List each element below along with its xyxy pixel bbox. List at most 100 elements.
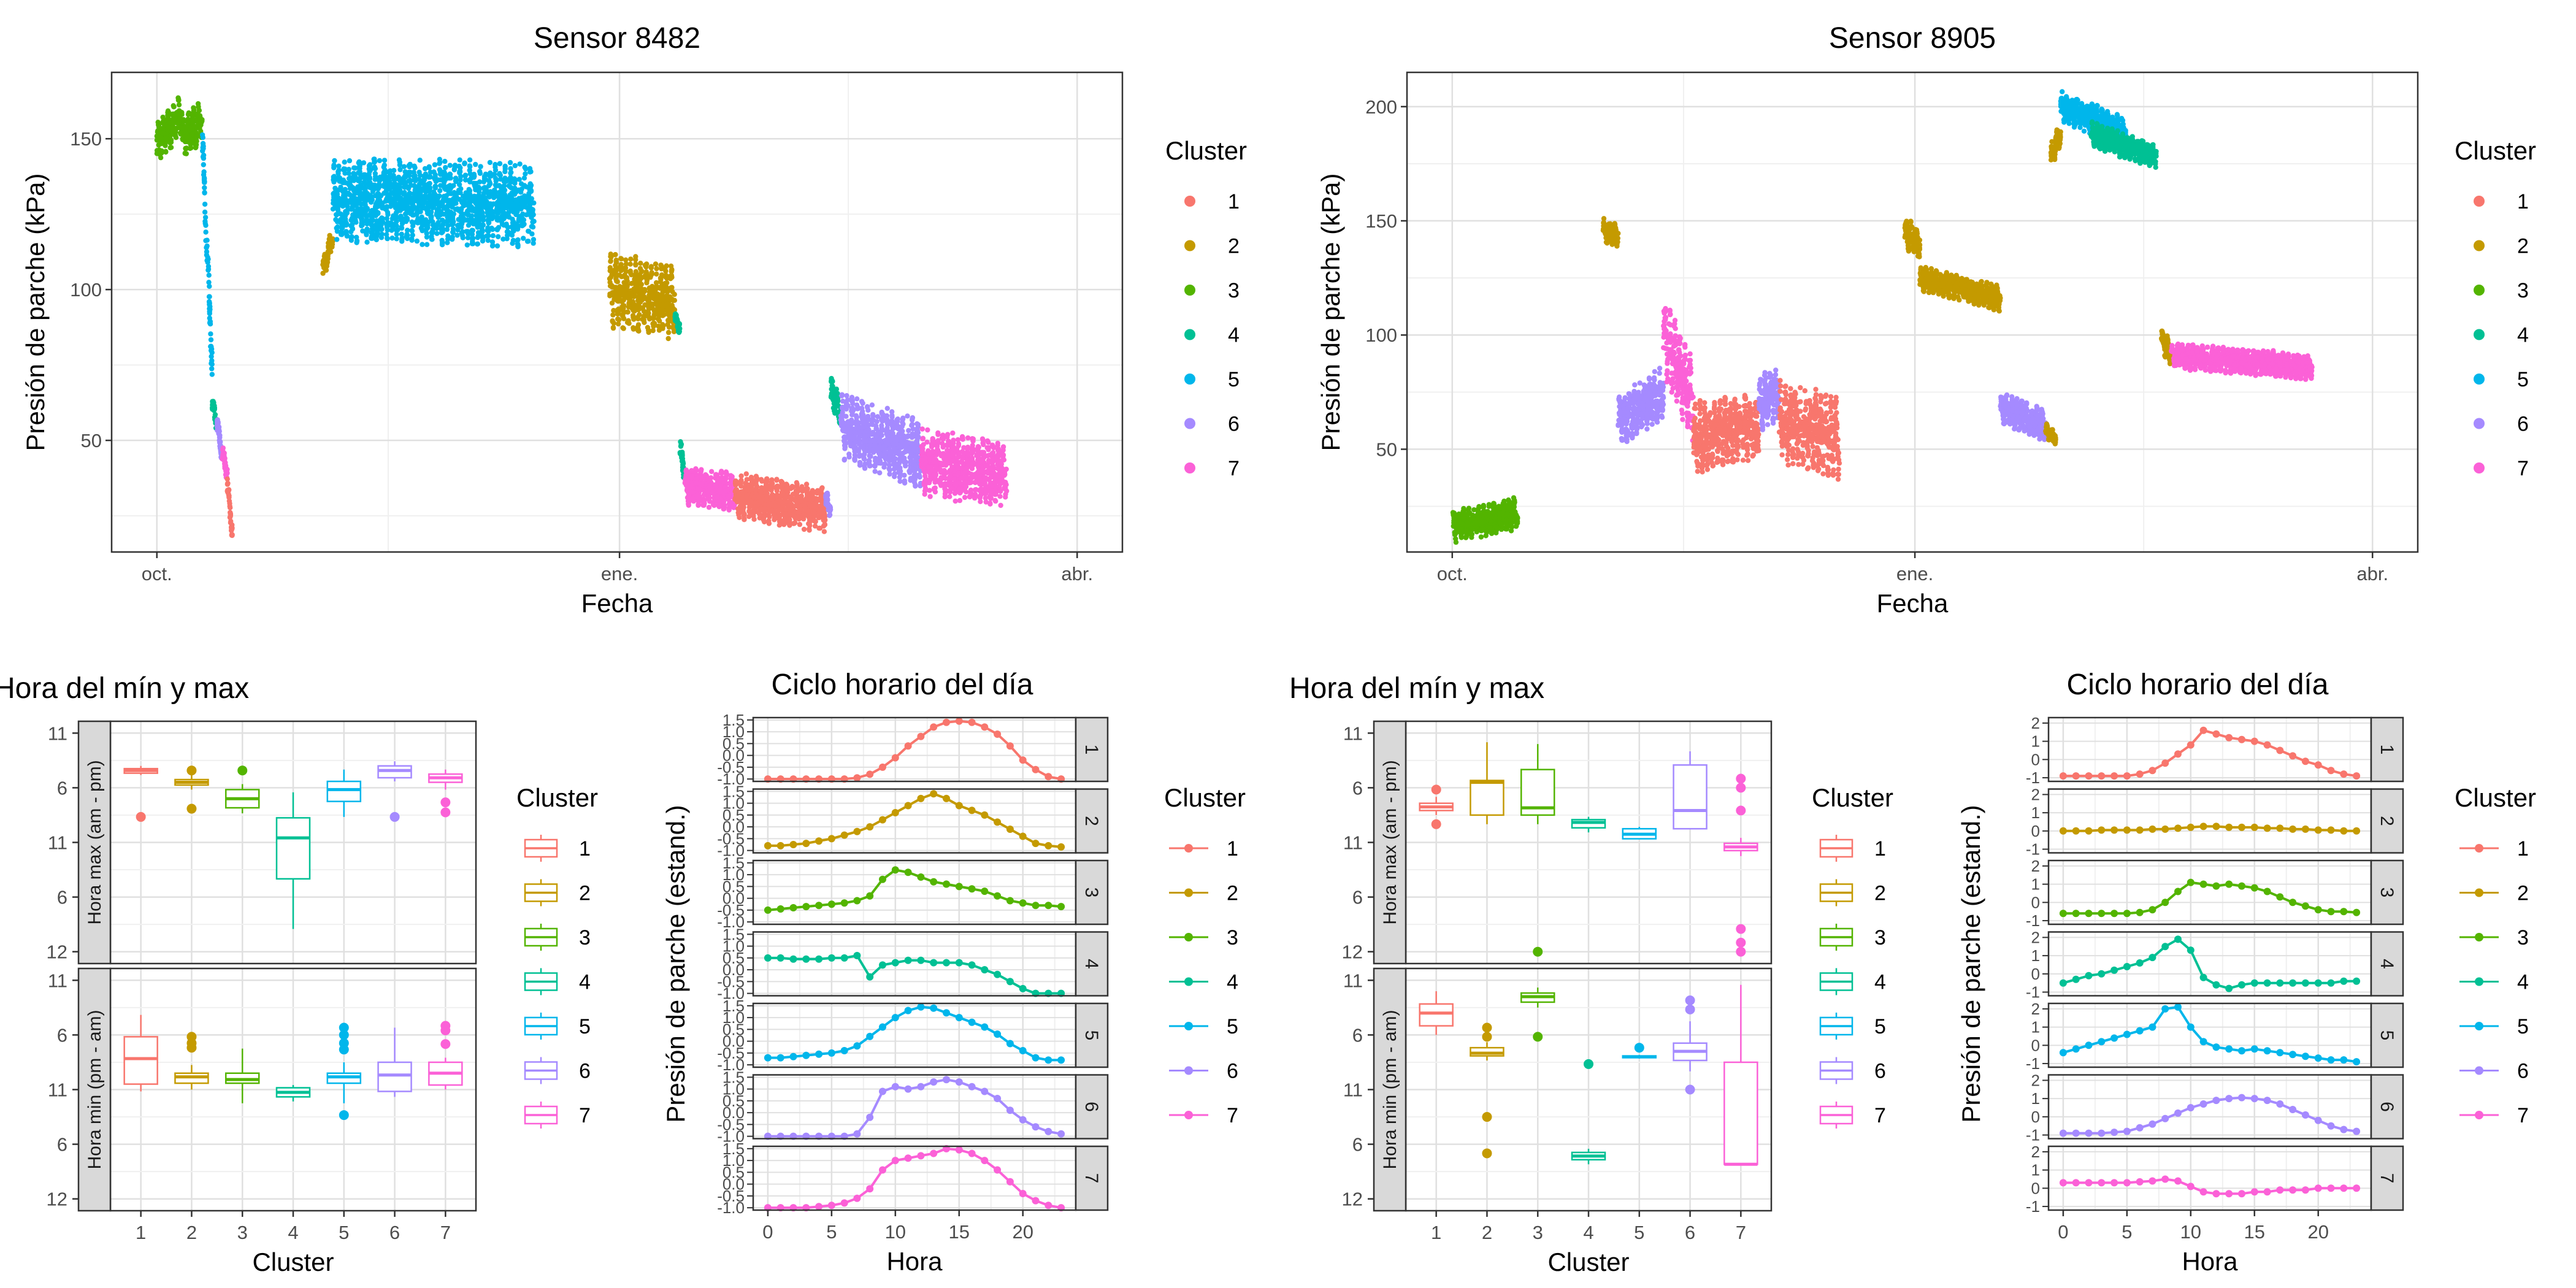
data-point [821,529,827,534]
data-point [607,283,613,289]
data-point [397,167,403,172]
data-point [633,269,639,274]
data-point [470,240,475,246]
data-point [402,180,407,186]
data-point [619,266,624,272]
data-point [879,423,884,429]
data-point [726,507,732,513]
data-point [504,236,510,242]
data-point [486,183,492,188]
data-point [897,445,903,450]
data-point [446,197,451,203]
data-point [379,215,385,221]
data-point [460,193,466,199]
data-point [466,231,471,237]
data-point [761,517,767,523]
data-point [430,219,435,224]
data-point [778,498,784,504]
data-point [860,408,865,414]
data-point [420,242,425,247]
data-point [519,199,524,205]
data-point [412,163,417,169]
data-point [337,178,342,184]
data-point [891,445,897,451]
data-point [610,312,616,318]
data-point [870,412,876,418]
data-point [783,507,789,512]
data-point [872,444,878,450]
data-point [791,513,797,519]
data-point [202,190,207,195]
data-point [201,162,206,167]
data-point [864,439,869,444]
data-point [406,199,412,205]
data-point [508,169,514,175]
data-point [516,223,521,229]
data-point [475,219,481,224]
data-point [416,169,422,175]
data-point [343,229,349,234]
data-point [389,222,394,228]
data-point [892,471,898,477]
data-point [892,456,899,462]
data-point [905,445,910,451]
data-point [190,131,195,137]
data-point [480,217,486,223]
data-point [387,168,393,174]
data-point [365,220,370,225]
data-point [450,236,455,242]
data-point [204,243,210,249]
data-point [381,163,387,168]
data-point [854,396,860,402]
data-point [773,503,778,508]
data-point [320,270,326,276]
data-point [468,204,473,210]
data-point [640,316,645,322]
data-point [336,167,342,173]
data-point [610,319,615,324]
data-point [184,139,190,145]
data-point [404,215,409,221]
data-point [696,486,702,492]
data-point [910,443,916,448]
data-point [665,308,672,314]
data-point [859,424,865,431]
data-point [496,172,502,177]
data-point [723,471,729,477]
data-point [639,275,645,280]
data-point [203,229,209,235]
data-point [361,175,366,180]
data-point [374,218,380,224]
data-point [885,421,891,426]
data-point [165,125,171,130]
data-point [669,302,675,308]
data-point [444,226,450,232]
data-points [154,95,1010,539]
data-point [180,117,186,123]
data-point [832,400,838,406]
data-point [651,315,657,321]
data-point [197,117,203,123]
data-point [633,254,638,259]
data-point [379,226,385,232]
data-point [458,224,464,230]
data-point [448,186,453,192]
data-point [673,317,678,323]
data-point [372,205,378,212]
data-point [526,239,531,244]
data-point [404,233,410,239]
data-point [607,268,613,274]
data-point [838,417,844,423]
data-point [332,190,337,196]
cluster-3-segment [179,101,205,156]
data-point [888,450,894,455]
data-point [894,424,899,431]
data-point [646,314,651,320]
data-point [658,263,664,268]
data-point [489,226,496,232]
data-point [321,263,327,269]
data-point [383,207,389,212]
data-point [355,212,361,217]
cluster-2-segment [320,232,335,276]
